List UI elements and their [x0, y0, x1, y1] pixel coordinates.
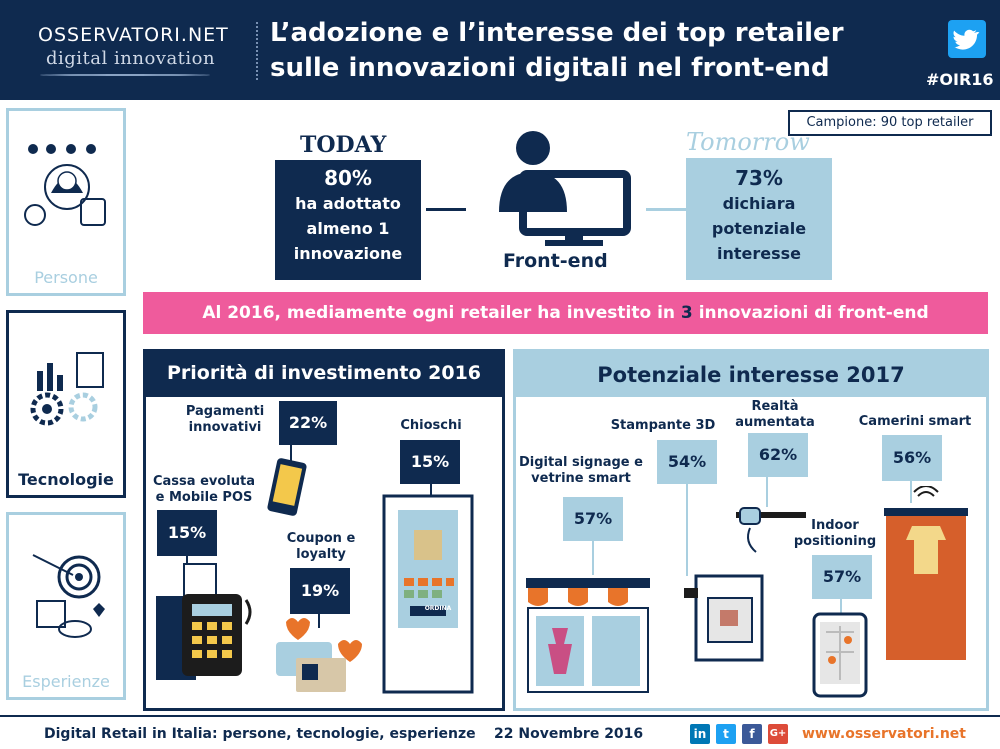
summary-banner: Al 2016, mediamente ogni retailer ha inv… — [143, 292, 988, 334]
linkedin-icon[interactable]: in — [690, 724, 710, 744]
connector-camerini — [910, 481, 912, 503]
frontend-label: Front-end — [503, 250, 608, 272]
indoor-map-phone-icon — [812, 612, 868, 698]
value-stampante: 54% — [657, 440, 717, 484]
value-coupon: 19% — [290, 568, 350, 614]
technology-gear-icon — [30, 352, 104, 426]
today-box: 80% ha adottato almeno 1 innovazione — [275, 160, 421, 280]
label-pagamenti: Pagamenti innovativi — [185, 404, 265, 435]
label-chioschi: Chioschi — [400, 418, 462, 433]
sidebar-item-persone: Persone — [6, 108, 126, 296]
footer-divider — [0, 715, 1000, 717]
logo-text: OSSERVATORI.NET — [38, 24, 229, 46]
storefront-icon — [526, 578, 650, 693]
people-icon — [24, 144, 106, 226]
sample-badge: Campione: 90 top retailer — [788, 110, 992, 136]
footer-site-link[interactable]: www.osservatori.net — [802, 726, 966, 742]
value-realta: 62% — [748, 433, 808, 477]
value-pagamenti: 22% — [279, 401, 337, 445]
sidebar-item-tecnologie: Tecnologie — [6, 310, 126, 498]
value-chioschi: 15% — [400, 440, 460, 484]
printer-3d-icon — [684, 574, 764, 662]
logo-subtext: digital innovation — [46, 48, 216, 69]
today-value: 80% — [324, 166, 372, 190]
tomorrow-heading: Tomorrow — [686, 128, 810, 156]
coupon-loyalty-icon — [276, 618, 362, 692]
hashtag: #OIR16 — [926, 70, 994, 89]
kiosk-icon — [382, 494, 474, 694]
header-divider — [256, 22, 260, 80]
twitter-icon[interactable] — [948, 20, 986, 58]
connector-realta — [766, 477, 768, 507]
connector-right — [646, 208, 686, 211]
page-title: L’adozione e l’interesse dei top retaile… — [270, 18, 844, 83]
experience-target-icon — [32, 554, 105, 638]
computer-user-icon — [499, 131, 631, 246]
pos-terminal-icon — [156, 563, 252, 680]
kiosk-order-button: ORDINA — [424, 605, 452, 612]
connector-signage — [592, 541, 594, 575]
value-indoor: 57% — [812, 555, 872, 599]
label-indoor: Indoor positioning — [793, 518, 877, 549]
label-stampante: Stampante 3D — [610, 418, 716, 433]
connector-stampante — [686, 484, 688, 576]
value-signage: 57% — [563, 497, 623, 541]
banner-number: 3 — [680, 303, 693, 323]
smart-fitting-room-icon — [884, 486, 968, 660]
facebook-icon[interactable]: f — [742, 724, 762, 744]
sidebar-item-esperienze: Esperienze — [6, 512, 126, 700]
value-camerini: 56% — [882, 435, 942, 481]
banner-prefix: Al 2016, mediamente ogni retailer ha inv… — [202, 303, 675, 323]
value-cassa: 15% — [157, 510, 217, 556]
label-cassa: Cassa evoluta e Mobile POS — [152, 474, 255, 505]
tomorrow-text: dichiara potenziale interesse — [711, 194, 807, 263]
label-coupon: Coupon e loyalty — [286, 531, 356, 562]
logo-underline — [40, 74, 210, 76]
today-text: ha adottato almeno 1 innovazione — [293, 194, 403, 263]
label-signage: Digital signage e vetrine smart — [519, 455, 643, 486]
twitter-footer-icon[interactable]: t — [716, 724, 736, 744]
connector-pagamenti — [290, 445, 292, 465]
today-heading: TODAY — [300, 132, 387, 158]
priorita-title: Priorità di investimento 2016 — [143, 349, 505, 397]
banner-suffix: innovazioni di front-end — [698, 303, 929, 323]
footer-text: Digital Retail in Italia: persone, tecno… — [44, 726, 476, 742]
ar-glasses-icon — [736, 507, 806, 553]
connector-coupon — [318, 614, 320, 628]
sidebar-label-tecnologie: Tecnologie — [18, 470, 114, 489]
connector-left — [426, 208, 466, 211]
footer-date: 22 Novembre 2016 — [494, 726, 644, 742]
sidebar-label-esperienze: Esperienze — [22, 672, 110, 691]
sidebar-label-persone: Persone — [34, 268, 98, 287]
connector-indoor — [840, 599, 842, 615]
google-plus-icon[interactable]: G+ — [768, 724, 788, 744]
tomorrow-box: 73% dichiara potenziale interesse — [686, 158, 832, 280]
header-bar — [0, 0, 1000, 100]
label-realta: Realtà aumentata — [735, 399, 815, 430]
label-camerini: Camerini smart — [858, 414, 972, 429]
tomorrow-value: 73% — [735, 166, 783, 190]
smartphone-payment-icon — [267, 458, 307, 516]
interesse-title: Potenziale interesse 2017 — [513, 349, 989, 397]
